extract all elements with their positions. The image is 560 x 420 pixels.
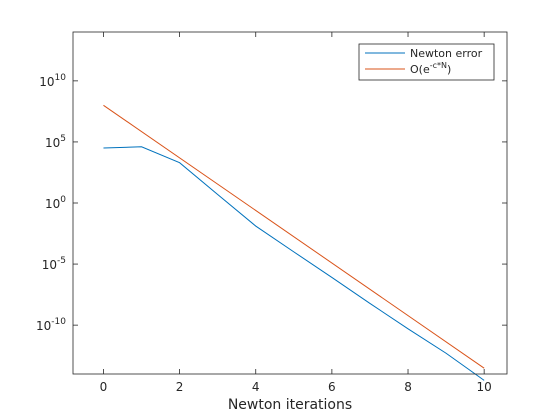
- y-tick-base: 10: [45, 197, 60, 211]
- y-tick-exponent: 5: [60, 134, 66, 144]
- x-tick-label: 6: [328, 380, 336, 394]
- plot-area: [73, 32, 507, 374]
- x-tick-label: 8: [404, 380, 412, 394]
- x-tick-label: 4: [252, 380, 260, 394]
- y-tick-base: 10: [36, 319, 51, 333]
- legend: Newton error O(e-c*N): [358, 43, 495, 81]
- legend-asymptotic-prefix: O(e: [410, 63, 430, 76]
- y-tick-exponent: -10: [51, 317, 66, 327]
- series-layer: [103, 104, 485, 381]
- series-line-asymptotic: [103, 104, 485, 369]
- y-tick-label: 10-5: [42, 256, 66, 272]
- x-axis-label: Newton iterations: [228, 397, 352, 413]
- x-tick-label: 0: [100, 380, 108, 394]
- x-tick-label: 2: [176, 380, 184, 394]
- y-tick-base: 10: [42, 258, 57, 272]
- y-tick-exponent: -5: [57, 256, 66, 266]
- y-tick-label: 100: [45, 195, 66, 211]
- legend-label-asymptotic: O(e-c*N): [410, 61, 451, 76]
- x-axis: 0 2 4 6 8 10: [100, 32, 492, 394]
- legend-label-newton-error: Newton error: [410, 47, 483, 60]
- y-tick-base: 10: [39, 75, 54, 89]
- y-tick-label: 1010: [39, 73, 66, 89]
- x-tick-label: 10: [477, 380, 492, 394]
- y-tick-exponent: 10: [55, 73, 67, 83]
- series-line-newton-error: [103, 146, 485, 381]
- y-tick-label: 10-10: [36, 317, 66, 333]
- legend-asymptotic-suffix: ): [447, 63, 451, 76]
- y-tick-label: 105: [45, 134, 66, 150]
- y-tick-exponent: 0: [60, 195, 66, 205]
- legend-asymptotic-sup: -c*N: [430, 61, 447, 70]
- y-tick-base: 10: [45, 136, 60, 150]
- legend-box: [358, 43, 495, 81]
